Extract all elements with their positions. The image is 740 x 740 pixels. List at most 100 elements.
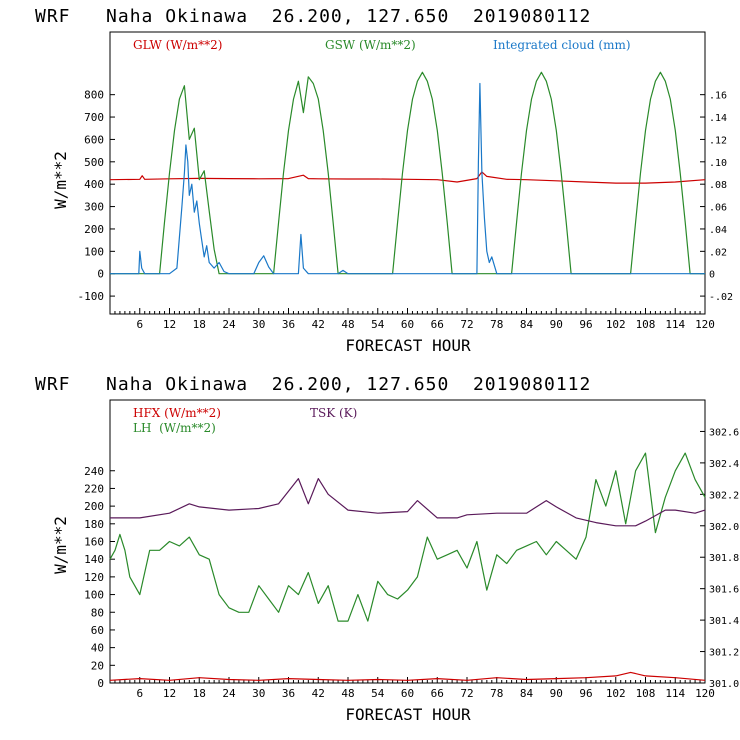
y-tick-label: -100 [78,290,105,303]
x-tick-label: 6 [136,687,143,700]
x-tick-label: 90 [550,687,563,700]
x-tick-label: 30 [252,318,265,331]
y-tick-label: 180 [84,518,104,531]
x-tick-label: 96 [579,687,592,700]
x-tick-label: 96 [579,318,592,331]
x-tick-label: 102 [606,687,626,700]
panel-top-y-label: W/m**2 [51,151,70,209]
x-tick-label: 6 [136,318,143,331]
x-tick-label: 90 [550,318,563,331]
x-tick-label: 60 [401,687,414,700]
x-tick-label: 36 [282,318,295,331]
y2-tick-label: .14 [709,113,727,124]
y-tick-label: 500 [84,156,104,169]
y-tick-label: 100 [84,245,104,258]
panel-bottom-x-axis: 6 12 18 24 30 36 42 48 54 60 66 72 78 84 90 96 102 108 114… [114,677,715,700]
x-tick-label: 108 [636,318,656,331]
panel-bottom-x-label: FORECAST HOUR [345,705,471,724]
panel-bottom-legend-tsk: TSK (K) [310,406,357,420]
panel-bottom-left-axis: 0 20 40 60 80 100 120 140 160 180 200 220 240 [84,465,115,690]
series-line-integrated [110,82,705,275]
panel-top-legend-glw: GLW (W/m**2) [133,38,222,52]
y-tick-label: 40 [91,642,104,655]
y2-tick-label: 301.0 [709,679,739,690]
y2-tick-label: .02 [709,247,727,258]
y2-tick-label: 302.2 [709,490,739,501]
x-tick-label: 12 [163,687,176,700]
x-tick-label: 114 [665,318,685,331]
y-tick-label: 160 [84,536,104,549]
series-line-hfx [109,671,706,681]
y-tick-label: 200 [84,223,104,236]
x-tick-label: 120 [695,318,715,331]
x-tick-label: 24 [222,687,236,700]
y2-tick-label: 302.6 [709,427,739,438]
x-tick-label: 72 [460,318,473,331]
panel-top-left-axis: -100 0 100 200 300 400 500 600 700 800 [78,89,115,303]
y-tick-label: 80 [91,606,104,619]
y2-tick-label: 301.4 [709,616,739,627]
x-tick-label: 54 [371,687,385,700]
panel-top-x-axis: 6 12 18 24 30 36 42 48 54 60 66 72 78 84 90 96 102 108 114… [114,308,715,331]
panel-top-title: WRF Naha Okinawa 26.200, 127.650 2019080… [35,6,591,27]
y-tick-label: 300 [84,201,104,214]
y-tick-label: 120 [84,571,104,584]
y2-tick-label: 301.6 [709,585,739,596]
panel-top-series [109,71,706,275]
x-tick-label: 60 [401,318,414,331]
panel-top-legend-cloud: Integrated cloud (mm) [493,38,631,52]
y-tick-label: 400 [84,178,104,191]
y2-tick-label: .06 [709,203,727,214]
y-tick-label: 800 [84,89,104,102]
y2-tick-label: 301.2 [709,648,739,659]
y2-tick-label: .10 [709,158,727,169]
series-line-lh [109,452,706,622]
y2-tick-label: 301.8 [709,553,739,564]
x-tick-label: 66 [431,318,444,331]
panel-bottom-legend-hfx: HFX (W/m**2) [133,406,221,420]
x-tick-label: 12 [163,318,176,331]
y-tick-label: 60 [91,624,104,637]
y-tick-label: 240 [84,465,104,478]
panel-top-legend-gsw: GSW (W/m**2) [325,38,416,52]
x-tick-label: 120 [695,687,715,700]
panel-bottom-legend-lh: LH (W/m**2) [133,421,216,435]
y2-tick-label: .12 [709,135,727,146]
y-tick-label: 100 [84,589,104,602]
x-tick-label: 48 [341,687,354,700]
panel-bottom-frame [109,399,706,684]
x-tick-label: 108 [636,687,656,700]
y-tick-label: 140 [84,553,104,566]
panel-bottom: WRF Naha Okinawa 26.200, 127.650 2019080… [35,374,739,724]
x-tick-label: 84 [520,687,534,700]
x-tick-label: 36 [282,687,295,700]
x-tick-label: 18 [193,687,206,700]
panel-bottom-right-axis: 301.0 301.2 301.4 301.6 301.8 302.0 302.2 302.4… [700,427,739,690]
series-line-gsw [110,71,705,275]
x-tick-label: 42 [312,318,325,331]
y-tick-label: 700 [84,111,104,124]
x-tick-label: 42 [312,687,325,700]
y-tick-label: 600 [84,133,104,146]
x-tick-label: 18 [193,318,206,331]
panel-top: WRF Naha Okinawa 26.200, 127.650 2019080… [35,6,733,355]
panel-bottom-title: WRF Naha Okinawa 26.200, 127.650 2019080… [35,374,591,395]
y2-tick-label: .04 [709,225,727,236]
x-tick-label: 72 [460,687,473,700]
panel-top-right-axis: -.02 0 .02 .04 .06 .08 .10 .12 .14 .16 [700,91,733,303]
y-tick-label: 0 [97,677,104,690]
x-tick-label: 24 [222,318,236,331]
y2-tick-label: 302.4 [709,459,739,470]
y2-tick-label: .16 [709,91,727,102]
y-tick-label: 200 [84,500,104,513]
y-tick-label: 220 [84,482,104,495]
x-tick-label: 66 [431,687,444,700]
x-tick-label: 48 [341,318,354,331]
x-tick-label: 78 [490,318,503,331]
x-tick-label: 114 [665,687,685,700]
x-tick-label: 84 [520,318,534,331]
x-tick-label: 102 [606,318,626,331]
y2-tick-label: 302.0 [709,522,739,533]
panel-bottom-y-label: W/m**2 [51,516,70,574]
